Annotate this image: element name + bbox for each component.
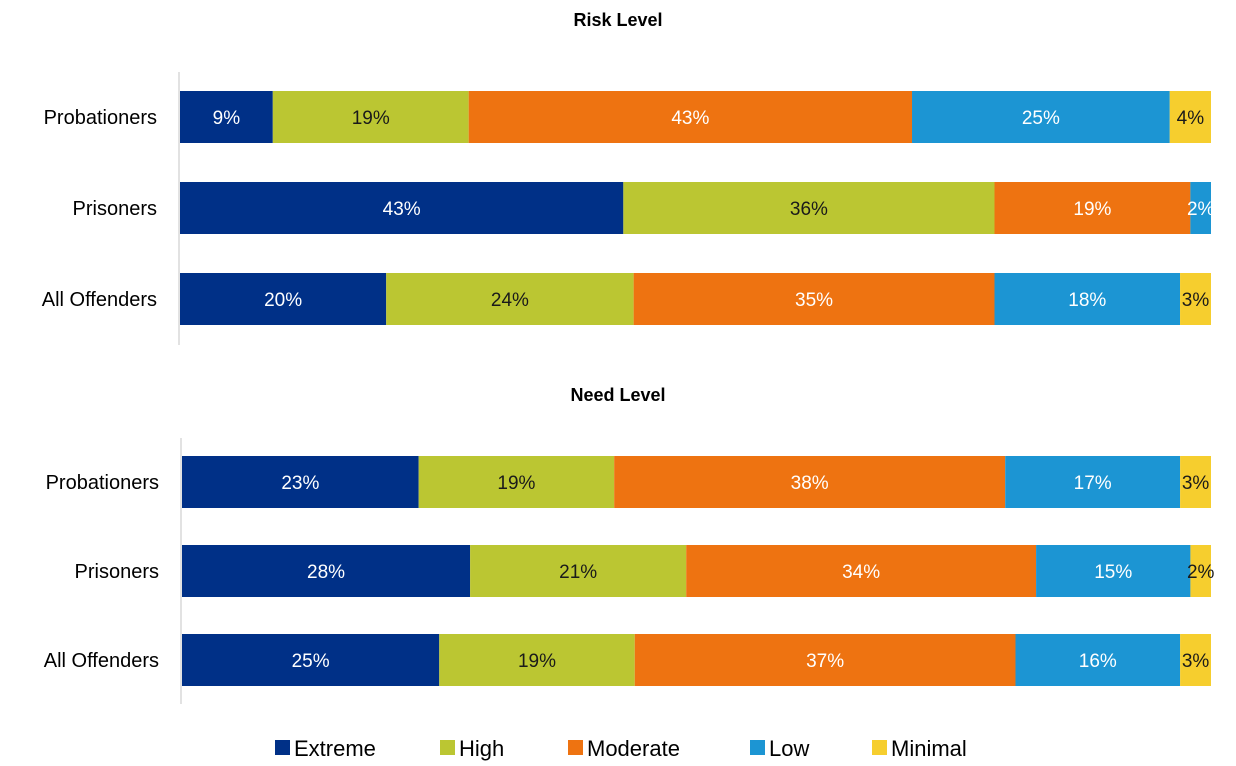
bar-segment-moderate bbox=[994, 182, 1191, 234]
data-label: 16% bbox=[1079, 651, 1117, 672]
data-label: 24% bbox=[491, 290, 529, 311]
legend-label: Minimal bbox=[891, 736, 967, 761]
bar-segment-low bbox=[1005, 456, 1181, 508]
data-label: 3% bbox=[1182, 473, 1210, 494]
data-label: 43% bbox=[671, 108, 709, 129]
bar-segment-low bbox=[1036, 545, 1191, 597]
bar-segment-moderate bbox=[614, 456, 1006, 508]
data-label: 37% bbox=[806, 651, 844, 672]
bar-segment-moderate bbox=[634, 634, 1016, 686]
legend-swatch-extreme bbox=[275, 740, 290, 755]
legend-swatch-minimal bbox=[872, 740, 887, 755]
data-label: 21% bbox=[559, 562, 597, 583]
bar-segment-high bbox=[418, 456, 615, 508]
bar-segment-low bbox=[1015, 634, 1181, 686]
bar-segment-low bbox=[994, 273, 1181, 325]
data-label: 19% bbox=[497, 473, 535, 494]
legend-swatch-moderate bbox=[568, 740, 583, 755]
bar-segment-low bbox=[912, 91, 1170, 143]
bar-segment-minimal bbox=[1180, 273, 1211, 325]
category-label: All Offenders bbox=[44, 650, 159, 672]
bar-segment-high bbox=[386, 273, 634, 325]
data-label: 36% bbox=[790, 199, 828, 220]
data-label: 38% bbox=[791, 473, 829, 494]
data-label: 25% bbox=[1022, 108, 1060, 129]
legend-swatch-high bbox=[440, 740, 455, 755]
category-label: Probationers bbox=[44, 107, 157, 129]
bar-segment-moderate bbox=[468, 91, 913, 143]
data-label: 18% bbox=[1068, 290, 1106, 311]
data-label: 2% bbox=[1187, 199, 1215, 220]
data-label: 9% bbox=[213, 108, 241, 129]
data-label: 3% bbox=[1182, 290, 1210, 311]
bar-segment-minimal bbox=[1180, 634, 1211, 686]
data-label: 4% bbox=[1177, 108, 1205, 129]
data-label: 43% bbox=[383, 199, 421, 220]
bar-segment-high bbox=[470, 545, 687, 597]
legend: Extreme High Moderate Low Minimal bbox=[275, 736, 967, 761]
data-label: 15% bbox=[1094, 562, 1132, 583]
legend-label: High bbox=[459, 736, 504, 761]
bar-segment-high bbox=[272, 91, 469, 143]
bar-segment-minimal bbox=[1169, 91, 1211, 143]
data-label: 19% bbox=[1073, 199, 1111, 220]
data-label: 17% bbox=[1074, 473, 1112, 494]
category-label: Prisoners bbox=[75, 561, 159, 583]
data-label: 28% bbox=[307, 562, 345, 583]
bar-segment-low bbox=[1190, 182, 1211, 234]
chart-title: Risk Level bbox=[573, 10, 662, 30]
bar-segment-extreme bbox=[180, 91, 273, 143]
data-label: 3% bbox=[1182, 651, 1210, 672]
legend-swatch-low bbox=[750, 740, 765, 755]
chart-panel-0: Risk Level Probationers 9% 19% 43% 25% 4% Priso… bbox=[42, 10, 1215, 345]
bar-segment-moderate bbox=[633, 273, 995, 325]
bar-segment-extreme bbox=[180, 273, 387, 325]
bar-segment-minimal bbox=[1180, 456, 1211, 508]
bar-segment-high bbox=[623, 182, 995, 234]
bar-segment-extreme bbox=[180, 182, 624, 234]
bar-segment-extreme bbox=[182, 634, 440, 686]
data-label: 34% bbox=[842, 562, 880, 583]
bar-segment-high bbox=[439, 634, 635, 686]
category-label: Prisoners bbox=[73, 198, 157, 220]
chart-title: Need Level bbox=[570, 385, 665, 405]
legend-label: Moderate bbox=[587, 736, 680, 761]
legend-label: Low bbox=[769, 736, 809, 761]
bar-segment-moderate bbox=[686, 545, 1037, 597]
data-label: 19% bbox=[352, 108, 390, 129]
category-label: Probationers bbox=[46, 472, 159, 494]
data-label: 19% bbox=[518, 651, 556, 672]
data-label: 25% bbox=[292, 651, 330, 672]
category-label: All Offenders bbox=[42, 289, 157, 311]
chart-panel-1: Need Level Probationers 23% 19% 38% 17% 3% Pris… bbox=[44, 385, 1215, 704]
data-label: 23% bbox=[281, 473, 319, 494]
bar-segment-extreme bbox=[182, 545, 471, 597]
data-label: 20% bbox=[264, 290, 302, 311]
legend-label: Extreme bbox=[294, 736, 376, 761]
data-label: 2% bbox=[1187, 562, 1215, 583]
data-label: 35% bbox=[795, 290, 833, 311]
bar-segment-extreme bbox=[182, 456, 419, 508]
bar-segment-minimal bbox=[1190, 545, 1211, 597]
